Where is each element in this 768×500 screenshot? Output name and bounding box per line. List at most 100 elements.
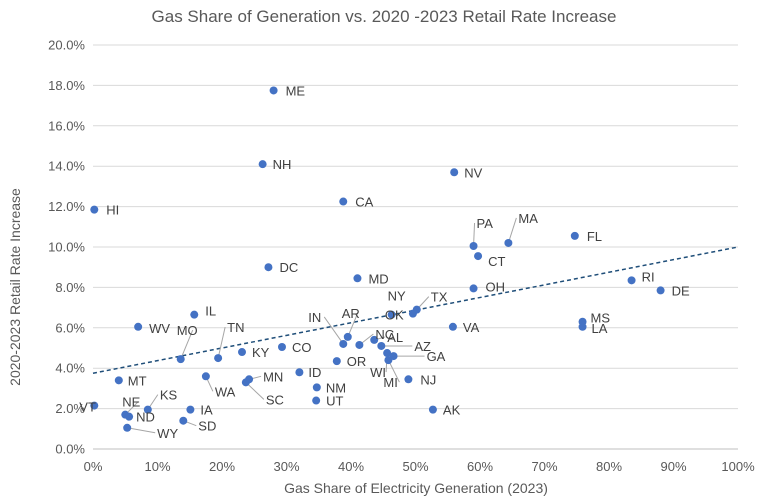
data-point-nj — [404, 375, 413, 384]
leader-line — [387, 359, 400, 383]
data-point-la — [578, 322, 587, 331]
data-point-ut — [312, 396, 321, 405]
point-label-ut: UT — [326, 394, 343, 409]
y-tick-label: 2.0% — [55, 401, 85, 416]
point-label-mo: MO — [177, 323, 198, 338]
x-tick-label: 70% — [531, 459, 557, 474]
data-point-mi — [384, 356, 393, 365]
data-point-co — [277, 342, 286, 351]
point-label-wa: WA — [215, 384, 236, 399]
y-tick-label: 12.0% — [48, 199, 85, 214]
point-label-nh: NH — [273, 157, 292, 172]
point-label-vt: VT — [79, 400, 96, 415]
data-point-ri — [627, 276, 636, 285]
data-point-md — [353, 274, 362, 283]
y-axis-title: 2020-2023 Retail Rate Increase — [7, 188, 23, 386]
data-point-wv — [134, 322, 143, 331]
data-point-ar — [343, 332, 352, 341]
gridlines — [93, 44, 738, 450]
data-point-ks — [143, 405, 152, 414]
data-point-ak — [428, 405, 437, 414]
x-tick-label: 60% — [467, 459, 493, 474]
point-label-mt: MT — [128, 373, 147, 388]
x-tick-label: 90% — [660, 459, 686, 474]
data-point-id — [295, 368, 304, 377]
data-point-wa — [201, 372, 210, 381]
point-label-mn: MN — [263, 369, 283, 384]
point-label-ny: NY — [388, 289, 406, 304]
point-label-ga: GA — [427, 349, 446, 364]
point-label-tx: TX — [431, 290, 448, 305]
point-label-nj: NJ — [420, 372, 436, 387]
data-point-ca — [339, 197, 348, 206]
point-label-wi: WI — [370, 365, 386, 380]
data-point-pa — [469, 241, 478, 250]
point-label-ks: KS — [160, 388, 178, 403]
leader-line — [323, 316, 344, 345]
x-tick-label: 50% — [402, 459, 428, 474]
trendline — [92, 246, 739, 374]
point-label-ne: NE — [122, 395, 140, 410]
data-point-ia — [186, 405, 195, 414]
point-label-oh: OH — [486, 279, 506, 294]
point-label-ca: CA — [355, 195, 373, 210]
data-point-ma — [504, 238, 513, 247]
data-point-nd — [125, 412, 134, 421]
data-point-wi — [383, 349, 392, 358]
point-label-hi: HI — [106, 203, 119, 218]
point-label-al: AL — [387, 330, 403, 345]
x-tick-label: 100% — [721, 459, 755, 474]
data-point-de — [656, 286, 665, 295]
point-label-or: OR — [347, 354, 367, 369]
point-label-nm: NM — [326, 380, 346, 395]
point-label-nc: NC — [375, 327, 394, 342]
point-label-ky: KY — [252, 345, 270, 360]
leader-line — [245, 381, 265, 400]
data-points — [90, 86, 665, 432]
point-label-ma: MA — [518, 211, 538, 226]
y-tick-label: 20.0% — [48, 38, 85, 53]
x-axis-title: Gas Share of Electricity Generation (202… — [284, 480, 548, 496]
data-point-ok — [408, 309, 417, 318]
data-point-vt — [90, 401, 99, 410]
data-point-ny — [387, 310, 396, 319]
point-label-md: MD — [368, 271, 388, 286]
point-label-wv: WV — [149, 321, 170, 336]
leader-line — [217, 326, 226, 359]
point-label-nv: NV — [464, 165, 482, 180]
point-label-ms: MS — [591, 311, 611, 326]
point-label-pa: PA — [477, 216, 494, 231]
data-point-mt — [114, 376, 123, 385]
data-point-nv — [450, 168, 459, 177]
data-point-ky — [237, 348, 246, 357]
point-label-in: IN — [308, 310, 321, 325]
leader-line — [507, 217, 517, 244]
point-label-il: IL — [205, 304, 216, 319]
point-label-mi: MI — [383, 375, 397, 390]
data-point-or — [332, 357, 341, 366]
data-point-mo — [176, 355, 185, 364]
data-point-oh — [469, 284, 478, 293]
point-label-dc: DC — [279, 260, 298, 275]
y-tick-label: 4.0% — [55, 361, 85, 376]
point-label-ri: RI — [642, 269, 655, 284]
x-tick-label: 40% — [338, 459, 364, 474]
y-tick-label: 10.0% — [48, 240, 85, 255]
y-tick-label: 16.0% — [48, 118, 85, 133]
data-point-ct — [474, 252, 483, 261]
point-label-va: VA — [463, 320, 480, 335]
data-point-nh — [258, 160, 267, 169]
leader-line — [347, 312, 359, 338]
point-label-wy: WY — [157, 426, 178, 441]
data-point-hi — [90, 205, 99, 214]
point-label-me: ME — [286, 83, 306, 98]
data-point-al — [370, 335, 379, 344]
data-point-wy — [123, 423, 132, 432]
data-point-me — [269, 86, 278, 95]
y-tick-label: 0.0% — [55, 442, 85, 457]
x-axis-ticks: 0% 10% 20% 30% 40% 50% 60% 70% 80% 90% 100% — [84, 459, 755, 474]
chart-title: Gas Share of Generation vs. 2020 -2023 R… — [152, 7, 617, 26]
point-label-ok: OK — [385, 308, 404, 323]
